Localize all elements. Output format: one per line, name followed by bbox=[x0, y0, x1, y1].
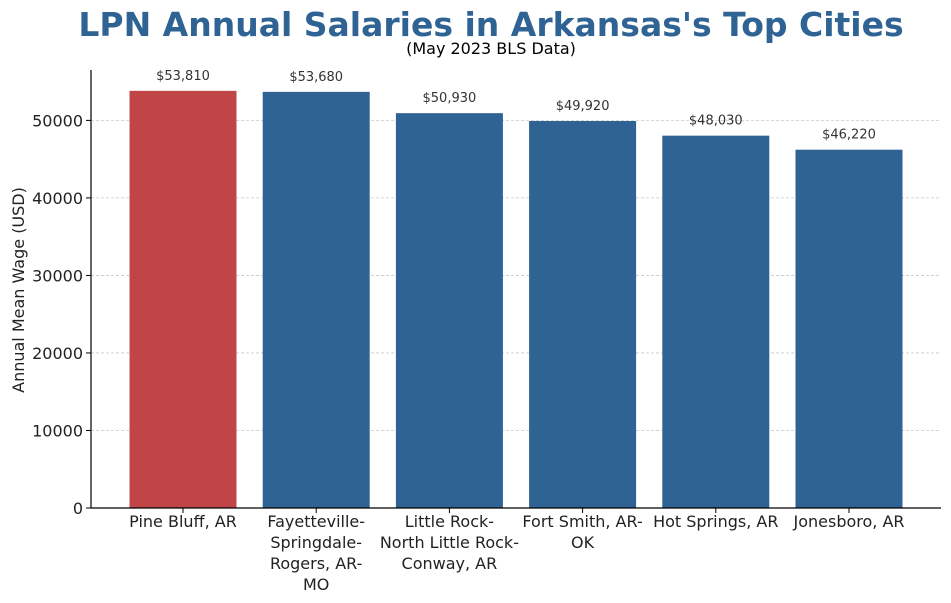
x-tick-label: Pine Bluff, AR bbox=[129, 512, 237, 531]
x-tick-label: Springdale- bbox=[270, 533, 362, 552]
data-label: $53,810 bbox=[156, 69, 210, 84]
data-label: $49,920 bbox=[556, 99, 610, 114]
bar bbox=[529, 121, 637, 509]
bars bbox=[129, 90, 903, 509]
data-label: $53,680 bbox=[289, 70, 343, 85]
x-tick-label: Fort Smith, AR- bbox=[522, 512, 642, 531]
x-tick-label: OK bbox=[571, 533, 595, 552]
x-tick-label: Jonesboro, AR bbox=[792, 512, 904, 531]
bar bbox=[262, 91, 370, 508]
y-tick-label: 30000 bbox=[32, 266, 83, 285]
x-tick-label: Little Rock- bbox=[405, 512, 494, 531]
x-tick-label: Conway, AR bbox=[402, 554, 498, 573]
chart-subtitle: (May 2023 BLS Data) bbox=[406, 39, 576, 58]
chart-title: LPN Annual Salaries in Arkansas's Top Ci… bbox=[78, 5, 903, 44]
bar bbox=[395, 113, 503, 509]
axes bbox=[90, 70, 941, 509]
bar bbox=[795, 149, 903, 508]
data-label: $46,220 bbox=[822, 128, 876, 143]
y-tick-label: 10000 bbox=[32, 421, 83, 440]
y-axis-label: Annual Mean Wage (USD) bbox=[9, 187, 28, 393]
value-labels: $53,810 $53,680 $50,930 $49,920 $48,030 $46,2… bbox=[156, 69, 876, 143]
y-tick-label: 0 bbox=[73, 499, 83, 518]
x-tick-label: MO bbox=[303, 575, 329, 594]
y-tick-label: 40000 bbox=[32, 189, 83, 208]
data-label: $50,930 bbox=[423, 91, 477, 106]
x-tick-label: Fayetteville- bbox=[267, 512, 365, 531]
bar bbox=[662, 135, 770, 508]
x-tick-label: Hot Springs, AR bbox=[653, 512, 778, 531]
x-tick-labels: Pine Bluff, AR Fayetteville- Springdale- Ro… bbox=[129, 508, 905, 594]
x-tick-label: North Little Rock- bbox=[380, 533, 519, 552]
bar bbox=[129, 90, 237, 508]
y-tick-label: 20000 bbox=[32, 344, 83, 363]
y-tick-label: 50000 bbox=[32, 111, 83, 130]
x-tick-label: Rogers, AR- bbox=[270, 554, 362, 573]
data-label: $48,030 bbox=[689, 114, 743, 129]
y-ticks: 0 10000 20000 30000 40000 50000 bbox=[32, 111, 91, 518]
